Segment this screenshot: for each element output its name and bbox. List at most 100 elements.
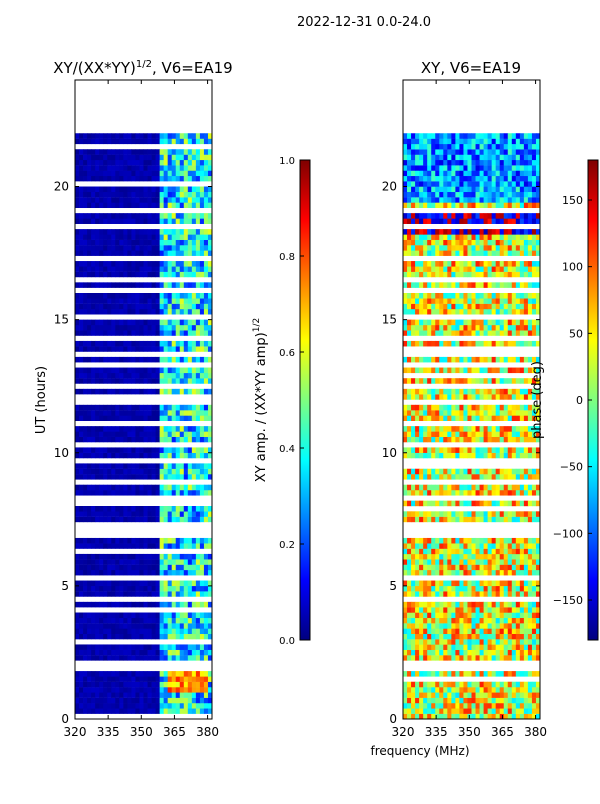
heatmap-cell [184, 565, 188, 571]
heatmap-cell [427, 272, 431, 278]
heatmap-cell [480, 320, 484, 326]
heatmap-cell [512, 687, 516, 693]
heatmap-cell [144, 490, 148, 496]
heatmap-cell [439, 591, 443, 597]
heatmap-cell [172, 676, 176, 682]
heatmap-cell [160, 698, 164, 704]
heatmap-cell [144, 330, 148, 336]
heatmap-cell [180, 250, 184, 256]
heatmap-cell [83, 410, 87, 416]
heatmap-cell [79, 682, 83, 688]
heatmap-cell [500, 501, 504, 507]
heatmap-cell [423, 650, 427, 656]
heatmap-cell [196, 628, 200, 634]
heatmap-cell [188, 245, 192, 251]
heatmap-cell [516, 559, 520, 565]
heatmap-cell [427, 586, 431, 592]
heatmap-cell [423, 437, 427, 443]
heatmap-cell [180, 139, 184, 145]
heatmap-cell [103, 692, 107, 698]
heatmap-cell [508, 389, 512, 395]
heatmap-cell [472, 357, 476, 363]
heatmap-cell [508, 538, 512, 544]
heatmap-cell [107, 623, 111, 629]
heatmap-cell [119, 703, 123, 709]
heatmap-cell [476, 447, 480, 453]
heatmap-cell [152, 586, 156, 592]
heatmap-cell [83, 506, 87, 512]
heatmap-cell [123, 676, 127, 682]
heatmap-cell [204, 405, 208, 411]
heatmap-cell [407, 628, 411, 634]
heatmap-cell [488, 602, 492, 608]
heatmap-cell [435, 607, 439, 613]
heatmap-cell [447, 431, 451, 437]
heatmap-cell [188, 266, 192, 272]
heatmap-cell [148, 192, 152, 198]
heatmap-cell [87, 437, 91, 443]
heatmap-cell [144, 133, 148, 139]
heatmap-cell [204, 139, 208, 145]
heatmap-cell [164, 703, 168, 709]
heatmap-cell [188, 357, 192, 363]
heatmap-cell [156, 570, 160, 576]
heatmap-cell [115, 570, 119, 576]
heatmap-cell [204, 197, 208, 203]
heatmap-cell [103, 213, 107, 219]
heatmap-cell [99, 613, 103, 619]
heatmap-cell [532, 485, 536, 491]
heatmap-cell [516, 570, 520, 576]
heatmap-cell [160, 346, 164, 352]
heatmap-cell [480, 543, 484, 549]
heatmap-cell [447, 581, 451, 587]
heatmap-cell [455, 272, 459, 278]
heatmap-cell [127, 453, 131, 459]
heatmap-cell [188, 474, 192, 480]
heatmap-cell [123, 229, 127, 235]
heatmap-cell [415, 581, 419, 587]
heatmap-cell [407, 250, 411, 256]
heatmap-cell [196, 602, 200, 608]
heatmap-cell [439, 485, 443, 491]
heatmap-cell [463, 469, 467, 475]
heatmap-cell [152, 634, 156, 640]
heatmap-cell [135, 133, 139, 139]
heatmap-cell [99, 703, 103, 709]
heatmap-cell [168, 431, 172, 437]
heatmap-cell [127, 506, 131, 512]
heatmap-cell [415, 437, 419, 443]
heatmap-cell [419, 394, 423, 400]
heatmap-cell [427, 234, 431, 240]
heatmap-cell [103, 559, 107, 565]
heatmap-cell [160, 634, 164, 640]
heatmap-cell [91, 309, 95, 315]
heatmap-cell [204, 160, 208, 166]
heatmap-cell [524, 650, 528, 656]
heatmap-cell [204, 453, 208, 459]
heatmap-cell [156, 320, 160, 326]
heatmap-cell [107, 298, 111, 304]
heatmap-cell [403, 272, 407, 278]
heatmap-cell [156, 176, 160, 182]
heatmap-cell [512, 474, 516, 480]
heatmap-cell [91, 634, 95, 640]
heatmap-cell [188, 682, 192, 688]
heatmap-cell [180, 133, 184, 139]
heatmap-cell [135, 165, 139, 171]
heatmap-cell [508, 581, 512, 587]
heatmap-cell [439, 282, 443, 288]
heatmap-cell [467, 437, 471, 443]
heatmap-cell [411, 261, 415, 267]
heatmap-cell [528, 671, 532, 677]
heatmap-cell [484, 426, 488, 432]
heatmap-cell [419, 623, 423, 629]
heatmap-cell [407, 447, 411, 453]
heatmap-cell [532, 341, 536, 347]
heatmap-cell [455, 586, 459, 592]
heatmap-cell [467, 511, 471, 517]
heatmap-cell [111, 437, 115, 443]
heatmap-cell [411, 687, 415, 693]
heatmap-cell [500, 682, 504, 688]
heatmap-cell [447, 634, 451, 640]
heatmap-cell [160, 192, 164, 198]
